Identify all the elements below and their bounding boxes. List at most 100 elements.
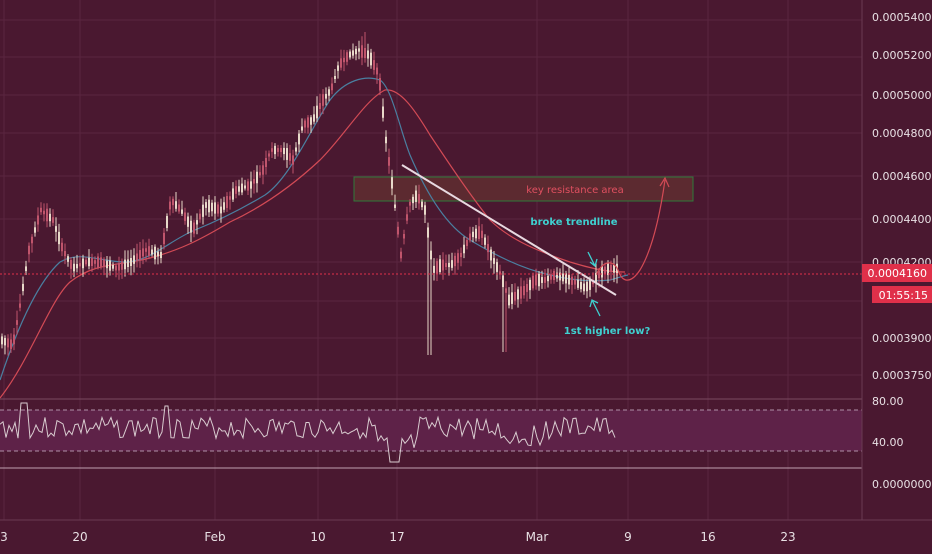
candle-body [427, 227, 429, 238]
candle-body [130, 258, 132, 266]
candle-body [112, 264, 114, 269]
candle-body [517, 289, 519, 300]
candle-body [1, 336, 3, 345]
candle-body [556, 272, 558, 279]
candle-body [589, 278, 591, 290]
candle-body [370, 52, 372, 66]
candle-body [79, 263, 81, 267]
candle-body [4, 337, 6, 346]
candle-body [145, 248, 147, 252]
candle-body [286, 148, 288, 160]
candle-body [574, 279, 576, 285]
candle-body [448, 262, 450, 268]
candle-body [364, 47, 366, 59]
candle-body [64, 251, 66, 257]
price-axis-label: 0.0003750 [872, 369, 932, 382]
candle-body [148, 246, 150, 256]
candle-body [337, 65, 339, 71]
time-axis-label: Feb [204, 530, 225, 544]
candle-body [346, 52, 348, 62]
candle-body [511, 292, 513, 304]
candle-body [247, 181, 249, 191]
time-axis-label: 9 [624, 530, 632, 544]
candle-body [418, 194, 420, 204]
candle-body [136, 253, 138, 261]
price-axis-label: 0.0004400 [872, 213, 932, 226]
resistance-area[interactable] [353, 176, 694, 202]
candle-body [310, 117, 312, 125]
candle-body [331, 83, 333, 91]
candle-body [451, 260, 453, 268]
candle-body [493, 258, 495, 264]
candle-body [178, 204, 180, 212]
candle-body [322, 94, 324, 106]
candle-body [193, 222, 195, 234]
descending-trendline[interactable] [401, 164, 617, 296]
candle-body [61, 242, 63, 252]
candle-body [565, 273, 567, 284]
candle-body [571, 276, 573, 285]
candle-body [472, 231, 474, 238]
candle-body [244, 185, 246, 189]
price-axis-label: 0.0004800 [872, 127, 932, 140]
candle-body [382, 106, 384, 118]
rsi-line [0, 402, 616, 463]
time-axis[interactable]: 3 20 Feb 10 17 Mar 9 16 23 [0, 530, 795, 544]
candle-body [160, 251, 162, 259]
candle-body [325, 93, 327, 99]
candle-body [151, 249, 153, 255]
candle-body [415, 190, 417, 202]
countdown-value: 01:55:15 [879, 289, 928, 302]
candle-body [85, 259, 87, 265]
candle-body [289, 153, 291, 161]
candle-body [25, 266, 27, 272]
candle-body [226, 196, 228, 208]
candle-body [175, 201, 177, 209]
candle-body [550, 274, 552, 280]
candle-body [385, 136, 387, 144]
candle-body [601, 265, 603, 278]
candle-body [430, 250, 432, 260]
rsi-label-zero: 0.0000000 [872, 478, 932, 491]
candle-body [301, 126, 303, 131]
candle-body [265, 158, 267, 167]
price-axis[interactable]: 0.0005400 0.0005200 0.0005000 0.0004800 0.00… [872, 11, 932, 382]
candle-body [181, 209, 183, 214]
candle-body [211, 202, 213, 212]
candle-body [328, 89, 330, 96]
rsi-label-40: 40.00 [872, 436, 904, 449]
candle-body [274, 145, 276, 155]
candlestick-series [1, 32, 618, 356]
candle-body [67, 256, 69, 262]
candle-body [235, 186, 237, 194]
countdown-badge [872, 286, 932, 303]
candle-body [70, 259, 72, 269]
candle-body [277, 148, 279, 152]
candle-body [268, 153, 270, 157]
candle-body [280, 147, 282, 153]
candle-body [157, 251, 159, 257]
candle-body [133, 255, 135, 264]
time-axis-label: 23 [780, 530, 795, 544]
candle-body [496, 262, 498, 272]
candle-body [97, 256, 99, 268]
candle-body [37, 215, 39, 225]
higher-low-arrow [589, 299, 601, 317]
candle-body [436, 261, 438, 274]
candle-body [355, 48, 357, 55]
candle-body [367, 50, 369, 59]
candle-body [169, 201, 171, 210]
candle-body [298, 133, 300, 145]
candle-body [559, 272, 561, 281]
candle-body [127, 259, 129, 267]
candle-body [217, 204, 219, 214]
candle-body [202, 204, 204, 217]
candle-body [253, 178, 255, 184]
candle-body [259, 172, 261, 176]
candle-body [397, 226, 399, 235]
candle-body [313, 114, 315, 122]
higher-low-label: 1st higher low? [564, 326, 651, 337]
candle-body [616, 263, 618, 276]
